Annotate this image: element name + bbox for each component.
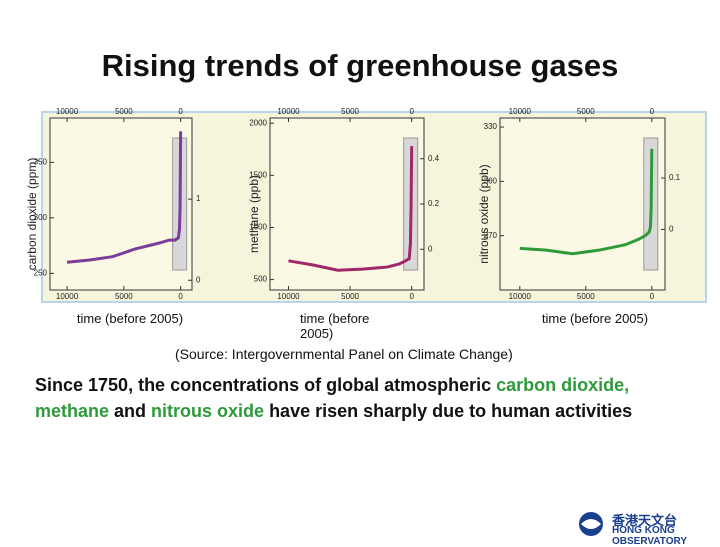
y-axis-label: nitrous oxide (ppb) bbox=[477, 164, 491, 263]
y-tick-label: 1000 bbox=[249, 223, 267, 232]
logo-emblem bbox=[579, 512, 603, 536]
x-axis-label: time (before 2005) bbox=[300, 311, 370, 341]
plot-frame bbox=[49, 117, 193, 291]
x-tick-label: 5000 bbox=[115, 107, 133, 116]
text: Since 1750, the concentrations of global… bbox=[35, 375, 497, 395]
y-tick-label: 1500 bbox=[249, 170, 267, 179]
y-tick-label: 500 bbox=[254, 275, 268, 284]
logo-english: HONG KONG OBSERVATORY bbox=[612, 525, 688, 547]
y2-tick-label: 0 bbox=[196, 275, 201, 284]
x-tick-label: 5000 bbox=[115, 292, 133, 301]
x-tick-label: 10000 bbox=[509, 292, 532, 301]
source: (Source: Intergovernmental Panel on Clim… bbox=[175, 346, 513, 362]
y-axis-label: methane (ppb) bbox=[247, 175, 261, 253]
plot-frame bbox=[499, 117, 666, 291]
y2-tick-label: 0 bbox=[669, 225, 674, 234]
x-tick-label: 10000 bbox=[56, 292, 79, 301]
y-tick-label: 250 bbox=[34, 268, 48, 277]
x-tick-label: 0 bbox=[409, 292, 414, 301]
y-tick-label: 270 bbox=[484, 231, 498, 240]
data-line bbox=[519, 148, 654, 256]
highlight-text: nitrous oxide bbox=[151, 401, 265, 421]
text: and bbox=[109, 401, 152, 421]
y2-tick-label: 0 bbox=[428, 244, 433, 253]
data-line bbox=[66, 131, 183, 264]
x-tick-label: 5000 bbox=[341, 292, 359, 301]
x-tick-label: 10000 bbox=[277, 107, 300, 116]
x-tick-label: 10000 bbox=[509, 107, 532, 116]
y-axis-label: carbon dioxide (ppm) bbox=[25, 158, 39, 271]
y-tick-label: 300 bbox=[34, 213, 48, 222]
x-tick-label: 0 bbox=[178, 107, 183, 116]
y2-tick-label: 1 bbox=[196, 194, 201, 203]
charts: carbon dioxide (ppm)10000100005000500000… bbox=[25, 107, 707, 303]
logo-chinese: 香港天文台 bbox=[612, 513, 678, 528]
text: have risen sharply due to human activiti… bbox=[264, 401, 633, 421]
body-text: Since 1750, the concentrations of global… bbox=[35, 372, 695, 424]
x-tick-label: 0 bbox=[650, 107, 655, 116]
y-tick-label: 2000 bbox=[249, 118, 267, 127]
x-tick-label: 5000 bbox=[341, 107, 359, 116]
y-tick-label: 350 bbox=[34, 157, 48, 166]
x-axis-label: time (before 2005) bbox=[541, 311, 649, 326]
x-tick-label: 0 bbox=[650, 292, 655, 301]
x-axis-label: time (before 2005) bbox=[76, 311, 184, 326]
x-tick-label: 10000 bbox=[277, 292, 300, 301]
y2-tick-label: 0.1 bbox=[669, 173, 681, 182]
y-tick-label: 300 bbox=[484, 176, 498, 185]
x-tick-label: 10000 bbox=[56, 107, 79, 116]
x-tick-label: 0 bbox=[178, 292, 183, 301]
x-tick-label: 5000 bbox=[577, 107, 595, 116]
slide-title: Rising trends of greenhouse gases bbox=[101, 48, 619, 83]
x-tick-label: 0 bbox=[409, 107, 414, 116]
highlight-text: carbon dioxide, methane bbox=[35, 375, 630, 421]
y2-tick-label: 0.2 bbox=[428, 199, 440, 208]
y2-tick-label: 0.4 bbox=[428, 154, 440, 163]
data-line bbox=[288, 146, 414, 272]
x-tick-label: 5000 bbox=[577, 292, 595, 301]
y-tick-label: 330 bbox=[484, 122, 498, 131]
